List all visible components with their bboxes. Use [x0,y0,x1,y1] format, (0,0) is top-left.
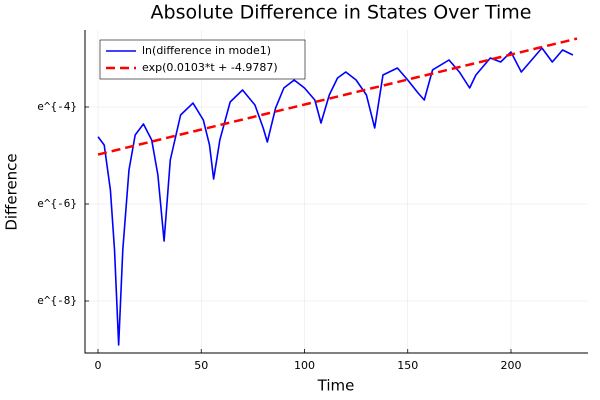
x-tick-label: 200 [500,359,521,372]
y-tick-label: e^{-8} [37,294,77,307]
legend-label: ln(difference in mode1) [142,44,271,57]
x-tick-label: 150 [397,359,418,372]
y-tick-label: e^{-6} [37,197,77,210]
x-axis-label: Time [317,377,355,395]
legend-label: exp(0.0103*t + -4.9787) [142,61,278,74]
y-tick-label: e^{-4} [37,100,77,113]
axis-frame [84,30,588,354]
y-axis-label: Difference [3,153,21,230]
series-line [97,37,578,156]
chart-title: Absolute Difference in States Over Time [151,2,532,24]
x-tick-label: 100 [294,359,315,372]
series-line [97,47,574,346]
x-tick-label: 0 [95,359,102,372]
x-tick-label: 50 [194,359,208,372]
legend-box [99,39,306,80]
